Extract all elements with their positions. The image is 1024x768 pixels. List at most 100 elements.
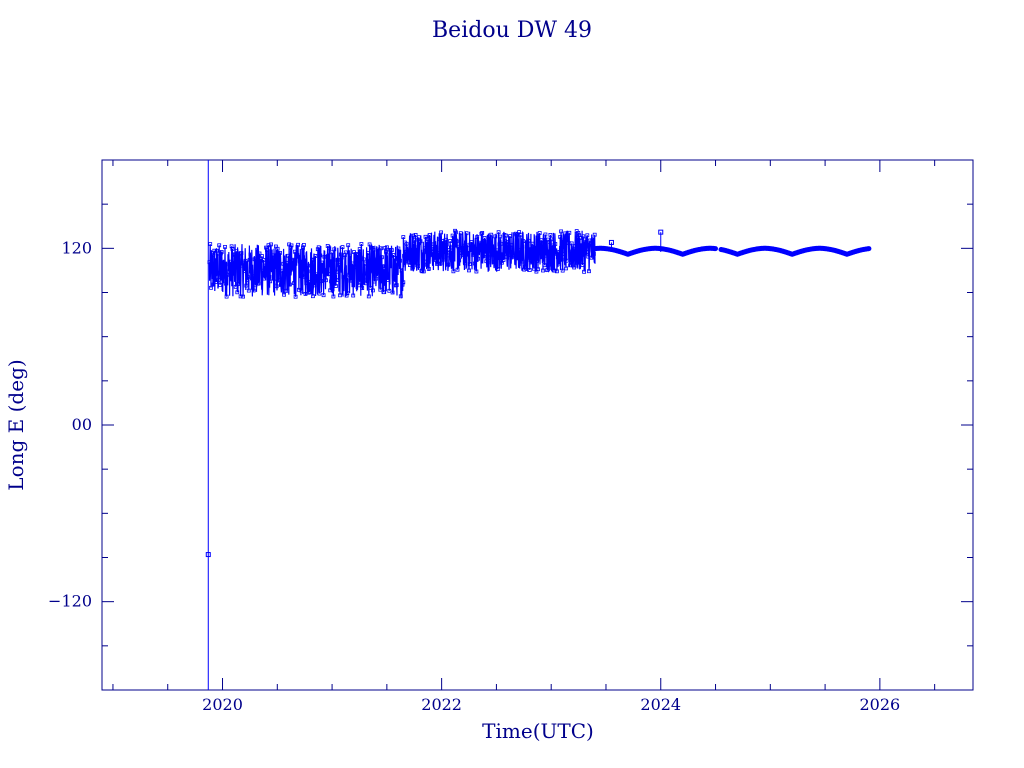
series-point (338, 293, 342, 298)
series-point (209, 285, 213, 290)
series-point (241, 294, 246, 299)
series-point (518, 232, 523, 237)
series-point (222, 274, 227, 279)
series-point (535, 258, 540, 263)
series-point (366, 294, 371, 299)
series-point (457, 258, 462, 263)
series-point (295, 252, 300, 257)
series-point (425, 262, 430, 267)
series-point (316, 245, 321, 250)
series-point (239, 251, 244, 256)
x-tick-label: 2024 (640, 695, 681, 714)
series-point (403, 250, 408, 254)
series-point (314, 278, 319, 283)
series-point (412, 241, 416, 246)
series-point (546, 262, 551, 267)
series-point (333, 274, 338, 279)
series-point (275, 246, 280, 251)
series-point (344, 293, 349, 298)
series-point (583, 242, 588, 247)
series-point (307, 290, 312, 294)
series-point (247, 257, 252, 262)
series-point (537, 231, 542, 235)
series-point (544, 253, 549, 258)
series-point (409, 248, 414, 253)
series-point (257, 251, 262, 256)
series-point (425, 237, 430, 241)
series-point (390, 290, 395, 295)
series-point (371, 248, 376, 253)
series-point (467, 262, 472, 266)
series-point (588, 242, 593, 247)
series-point (289, 243, 294, 248)
series-point (590, 238, 595, 243)
series-point (525, 244, 530, 249)
series-point (269, 242, 273, 247)
series-point (221, 273, 226, 278)
series-point (360, 286, 365, 291)
series-point (318, 253, 323, 258)
series-point (532, 266, 536, 271)
series-point (416, 235, 421, 240)
series-point (536, 267, 540, 272)
series-point (408, 247, 413, 252)
series-point (223, 281, 228, 286)
series-point (368, 285, 373, 290)
series-point (398, 258, 402, 263)
series-point (542, 263, 547, 268)
series-point (334, 269, 339, 274)
series-point (259, 258, 264, 263)
series-point (352, 264, 357, 269)
series-point (342, 275, 347, 280)
series-point (592, 232, 597, 237)
series-point (448, 245, 453, 250)
series-point (212, 248, 217, 253)
series-point (407, 263, 412, 268)
series-point (519, 255, 524, 260)
series-point (329, 279, 333, 284)
series-point (439, 260, 444, 265)
series-point (423, 234, 428, 239)
series-point (263, 263, 268, 268)
series-point (336, 278, 341, 283)
series-point (374, 276, 379, 281)
series-point (434, 245, 439, 250)
series-point (580, 263, 585, 267)
series-point (264, 245, 269, 250)
series-point (560, 268, 565, 273)
series-point (549, 237, 554, 242)
series-point (272, 255, 277, 260)
series-point (402, 253, 407, 258)
series-point (556, 254, 561, 258)
series-point (267, 274, 272, 279)
series-point (479, 231, 484, 236)
series-point (331, 294, 336, 299)
series-point (466, 250, 471, 255)
chart-title: Beidou DW 49 (432, 18, 592, 43)
series-point (243, 258, 248, 263)
series-point (418, 239, 423, 244)
series-point (523, 264, 528, 269)
series-point (373, 257, 378, 262)
series-point (573, 263, 578, 268)
series-point (499, 241, 504, 246)
series-point (216, 278, 221, 283)
series-point (559, 229, 563, 234)
series-point (531, 246, 535, 251)
series-point (508, 234, 513, 239)
series-point (359, 242, 364, 246)
series-point (262, 276, 267, 281)
series-point (208, 242, 213, 247)
series-point (276, 277, 281, 282)
series-point (299, 288, 304, 293)
series-point (583, 237, 587, 242)
series-point (306, 290, 311, 295)
series-point (369, 269, 374, 274)
series-point (286, 253, 291, 258)
series-point (213, 270, 218, 274)
series-point (349, 278, 354, 283)
series-point (567, 230, 572, 235)
series-point (304, 273, 309, 277)
series-point (473, 250, 478, 255)
series-point (532, 256, 537, 261)
